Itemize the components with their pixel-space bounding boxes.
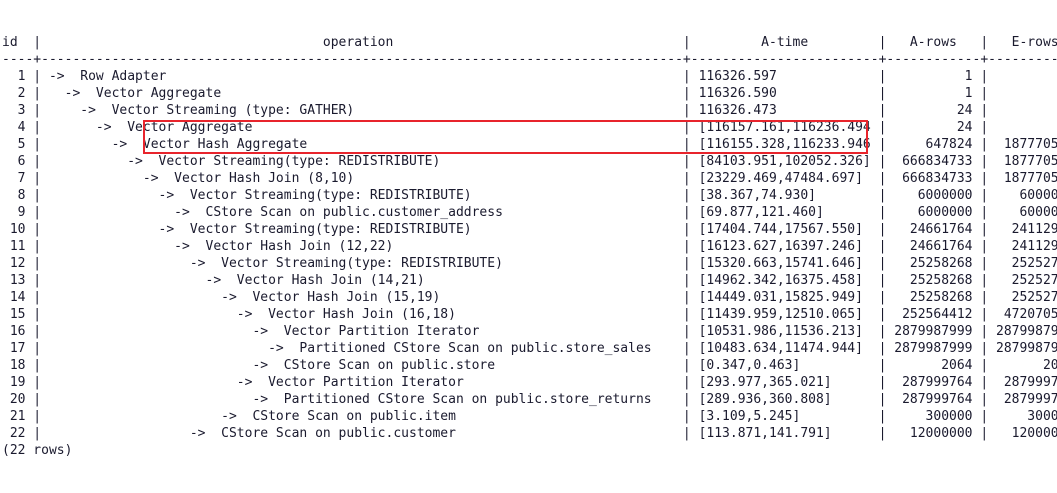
table-row: 16 | -> Vector Partition Iterator | [105… — [2, 324, 1057, 339]
row-count-footer: (22 rows) — [2, 443, 73, 458]
table-row: 17 | -> Partitioned CStore Scan on publi… — [2, 341, 1057, 356]
table-row: 10 | -> Vector Streaming(type: REDISTRIB… — [2, 222, 1057, 237]
query-plan-table: id | operation | A-time | A-rows | E-row… — [0, 34, 1057, 459]
table-row: 9 | -> CStore Scan on public.customer_ad… — [2, 205, 1057, 220]
table-row: 20 | -> Partitioned CStore Scan on publi… — [2, 392, 1057, 407]
table-row: 2 | -> Vector Aggregate | 116326.590 | 1… — [2, 86, 1057, 101]
table-row: 15 | -> Vector Hash Join (16,18) | [1143… — [2, 307, 1057, 322]
table-row: 4 | -> Vector Aggregate | [116157.161,11… — [2, 120, 1057, 135]
table-row: 21 | -> CStore Scan on public.item | [3.… — [2, 409, 1057, 424]
table-row: 7 | -> Vector Hash Join (8,10) | [23229.… — [2, 171, 1057, 186]
table-row: 1 | -> Row Adapter | 116326.597 | 1 | 1 … — [2, 69, 1057, 84]
table-row: 8 | -> Vector Streaming(type: REDISTRIBU… — [2, 188, 1057, 203]
table-header-rule: ----+-----------------------------------… — [2, 52, 1057, 67]
table-row: 11 | -> Vector Hash Join (12,22) | [1612… — [2, 239, 1057, 254]
table-row: 13 | -> Vector Hash Join (14,21) | [1496… — [2, 273, 1057, 288]
table-row: 18 | -> CStore Scan on public.store | [0… — [2, 358, 1057, 373]
table-row: 3 | -> Vector Streaming (type: GATHER) |… — [2, 103, 1057, 118]
table-header-row: id | operation | A-time | A-rows | E-row… — [2, 35, 1057, 50]
table-row: 12 | -> Vector Streaming(type: REDISTRIB… — [2, 256, 1057, 271]
table-row: 6 | -> Vector Streaming(type: REDISTRIBU… — [2, 154, 1057, 169]
table-row: 5 | -> Vector Hash Aggregate | [116155.3… — [2, 137, 1057, 152]
table-row: 14 | -> Vector Hash Join (15,19) | [1444… — [2, 290, 1057, 305]
terminal-output: id | operation | A-time | A-rows | E-row… — [2, 35, 1057, 458]
table-row: 19 | -> Vector Partition Iterator | [293… — [2, 375, 1057, 390]
